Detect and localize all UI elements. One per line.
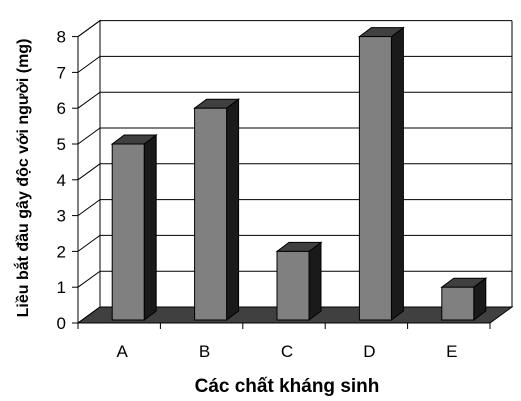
- gridline: [77, 91, 512, 109]
- bar-front: [358, 36, 392, 321]
- x-tick-label: C: [281, 342, 293, 361]
- gridline: [77, 55, 512, 73]
- y-tick-label: 1: [57, 278, 66, 297]
- bar-front: [194, 107, 228, 321]
- bar-side: [143, 134, 157, 321]
- bar-A: [110, 134, 158, 321]
- bar-front: [441, 286, 475, 321]
- y-axis-ticks: 0 1 2 3 4 5 6 7 8: [57, 28, 79, 333]
- bar-E: [440, 277, 488, 321]
- y-tick-label: 4: [57, 171, 66, 190]
- x-axis-title: Các chất kháng sinh: [195, 376, 380, 397]
- bars: [110, 26, 488, 321]
- y-tick-label: 0: [57, 314, 66, 333]
- bar-D: [357, 26, 405, 321]
- x-tick-label: D: [363, 342, 375, 361]
- x-tick-label: E: [446, 342, 457, 361]
- y-tick-label: 7: [57, 63, 66, 82]
- gridline: [77, 20, 512, 38]
- bar-side: [308, 241, 322, 321]
- bar-front: [111, 143, 145, 321]
- y-tick-label: 6: [57, 99, 66, 118]
- x-axis-ticks: A B C D E: [77, 322, 491, 361]
- y-tick-label: 3: [57, 207, 66, 226]
- bar-C: [275, 241, 323, 321]
- bar-side: [390, 26, 404, 321]
- x-tick-label: B: [199, 342, 210, 361]
- bar-B: [193, 98, 241, 321]
- y-tick-label: 2: [57, 242, 66, 261]
- y-tick-label: 5: [57, 135, 66, 154]
- y-axis-title: Liều bắt đầu gây độc với người (mg): [13, 39, 32, 318]
- bar-side: [226, 98, 240, 321]
- bar-front: [276, 250, 310, 321]
- x-tick-label: A: [117, 342, 129, 361]
- y-tick-label: 8: [57, 28, 66, 47]
